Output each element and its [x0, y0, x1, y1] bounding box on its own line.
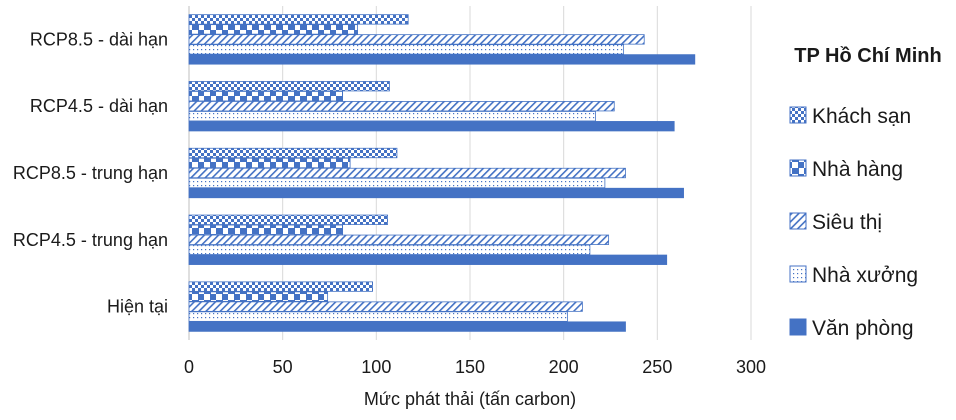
- bar-Nhà xưởng: [188, 111, 596, 122]
- bar-Văn phòng: [188, 187, 684, 199]
- bar-Khách sạn: [188, 147, 398, 159]
- bar-Siêu thị: [188, 234, 610, 245]
- bar-Khách sạn: [188, 14, 409, 25]
- legend-label: Siêu thị: [812, 211, 882, 234]
- x-tick-label: 300: [736, 357, 766, 377]
- bar-Nhà hàng: [188, 157, 351, 169]
- x-axis-title: Mức phát thải (tấn carbon): [364, 389, 576, 409]
- legend-swatch: [789, 212, 807, 230]
- legend-swatch: [789, 265, 807, 283]
- bars: [188, 14, 696, 332]
- x-tick-label: 50: [273, 357, 293, 377]
- bar-Nhà xưởng: [188, 44, 625, 55]
- bar-Siêu thị: [188, 301, 583, 312]
- x-tick-label: 100: [361, 357, 391, 377]
- bar-Khách sạn: [188, 81, 390, 92]
- bar-Nhà xưởng: [188, 311, 568, 322]
- bar-Nhà hàng: [188, 24, 359, 35]
- x-tick-label: 0: [184, 357, 194, 377]
- bar-Nhà xưởng: [188, 177, 606, 189]
- x-tick-labels: 0 50 100 150 200 250 300: [184, 357, 766, 377]
- legend-label: Nhà hàng: [812, 158, 903, 181]
- legend-swatch: [789, 318, 807, 336]
- x-tick-label: 150: [455, 357, 485, 377]
- bar-Văn phòng: [188, 321, 626, 332]
- legend: Khách sạn Nhà hàng Siêu thị Nhà xưởng Văn ph…: [789, 105, 918, 340]
- legend-swatch: [789, 106, 807, 124]
- bar-Nhà hàng: [188, 224, 344, 235]
- category-label: RCP4.5 - dài hạn: [30, 96, 168, 116]
- bar-Nhà xưởng: [188, 244, 591, 255]
- category-label: RCP8.5 - dài hạn: [30, 29, 168, 49]
- x-tick-label: 200: [549, 357, 579, 377]
- bar-Khách sạn: [188, 281, 373, 292]
- category-labels: RCP8.5 - dài hạn RCP4.5 - dài hạn RCP8.5 -…: [13, 29, 168, 316]
- legend-label: Nhà xưởng: [812, 264, 918, 287]
- bar-Văn phòng: [188, 121, 675, 132]
- bar-Siêu thị: [188, 34, 645, 45]
- legend-label: Văn phòng: [812, 317, 914, 340]
- category-label: RCP4.5 - trung hạn: [13, 230, 168, 250]
- bar-Văn phòng: [188, 254, 668, 265]
- legend-label: Khách sạn: [812, 105, 911, 128]
- category-label: RCP8.5 - trung hạn: [13, 163, 168, 183]
- legend-swatch: [789, 159, 807, 177]
- bar-Siêu thị: [188, 101, 615, 112]
- legend-title: TP Hồ Chí Minh: [794, 45, 941, 67]
- bar-Nhà hàng: [188, 291, 329, 302]
- category-label: Hiện tại: [107, 297, 168, 317]
- bar-Siêu thị: [188, 167, 626, 179]
- bar-Nhà hàng: [188, 91, 344, 102]
- bar-Văn phòng: [188, 54, 696, 65]
- x-tick-label: 250: [642, 357, 672, 377]
- bar-Khách sạn: [188, 214, 388, 225]
